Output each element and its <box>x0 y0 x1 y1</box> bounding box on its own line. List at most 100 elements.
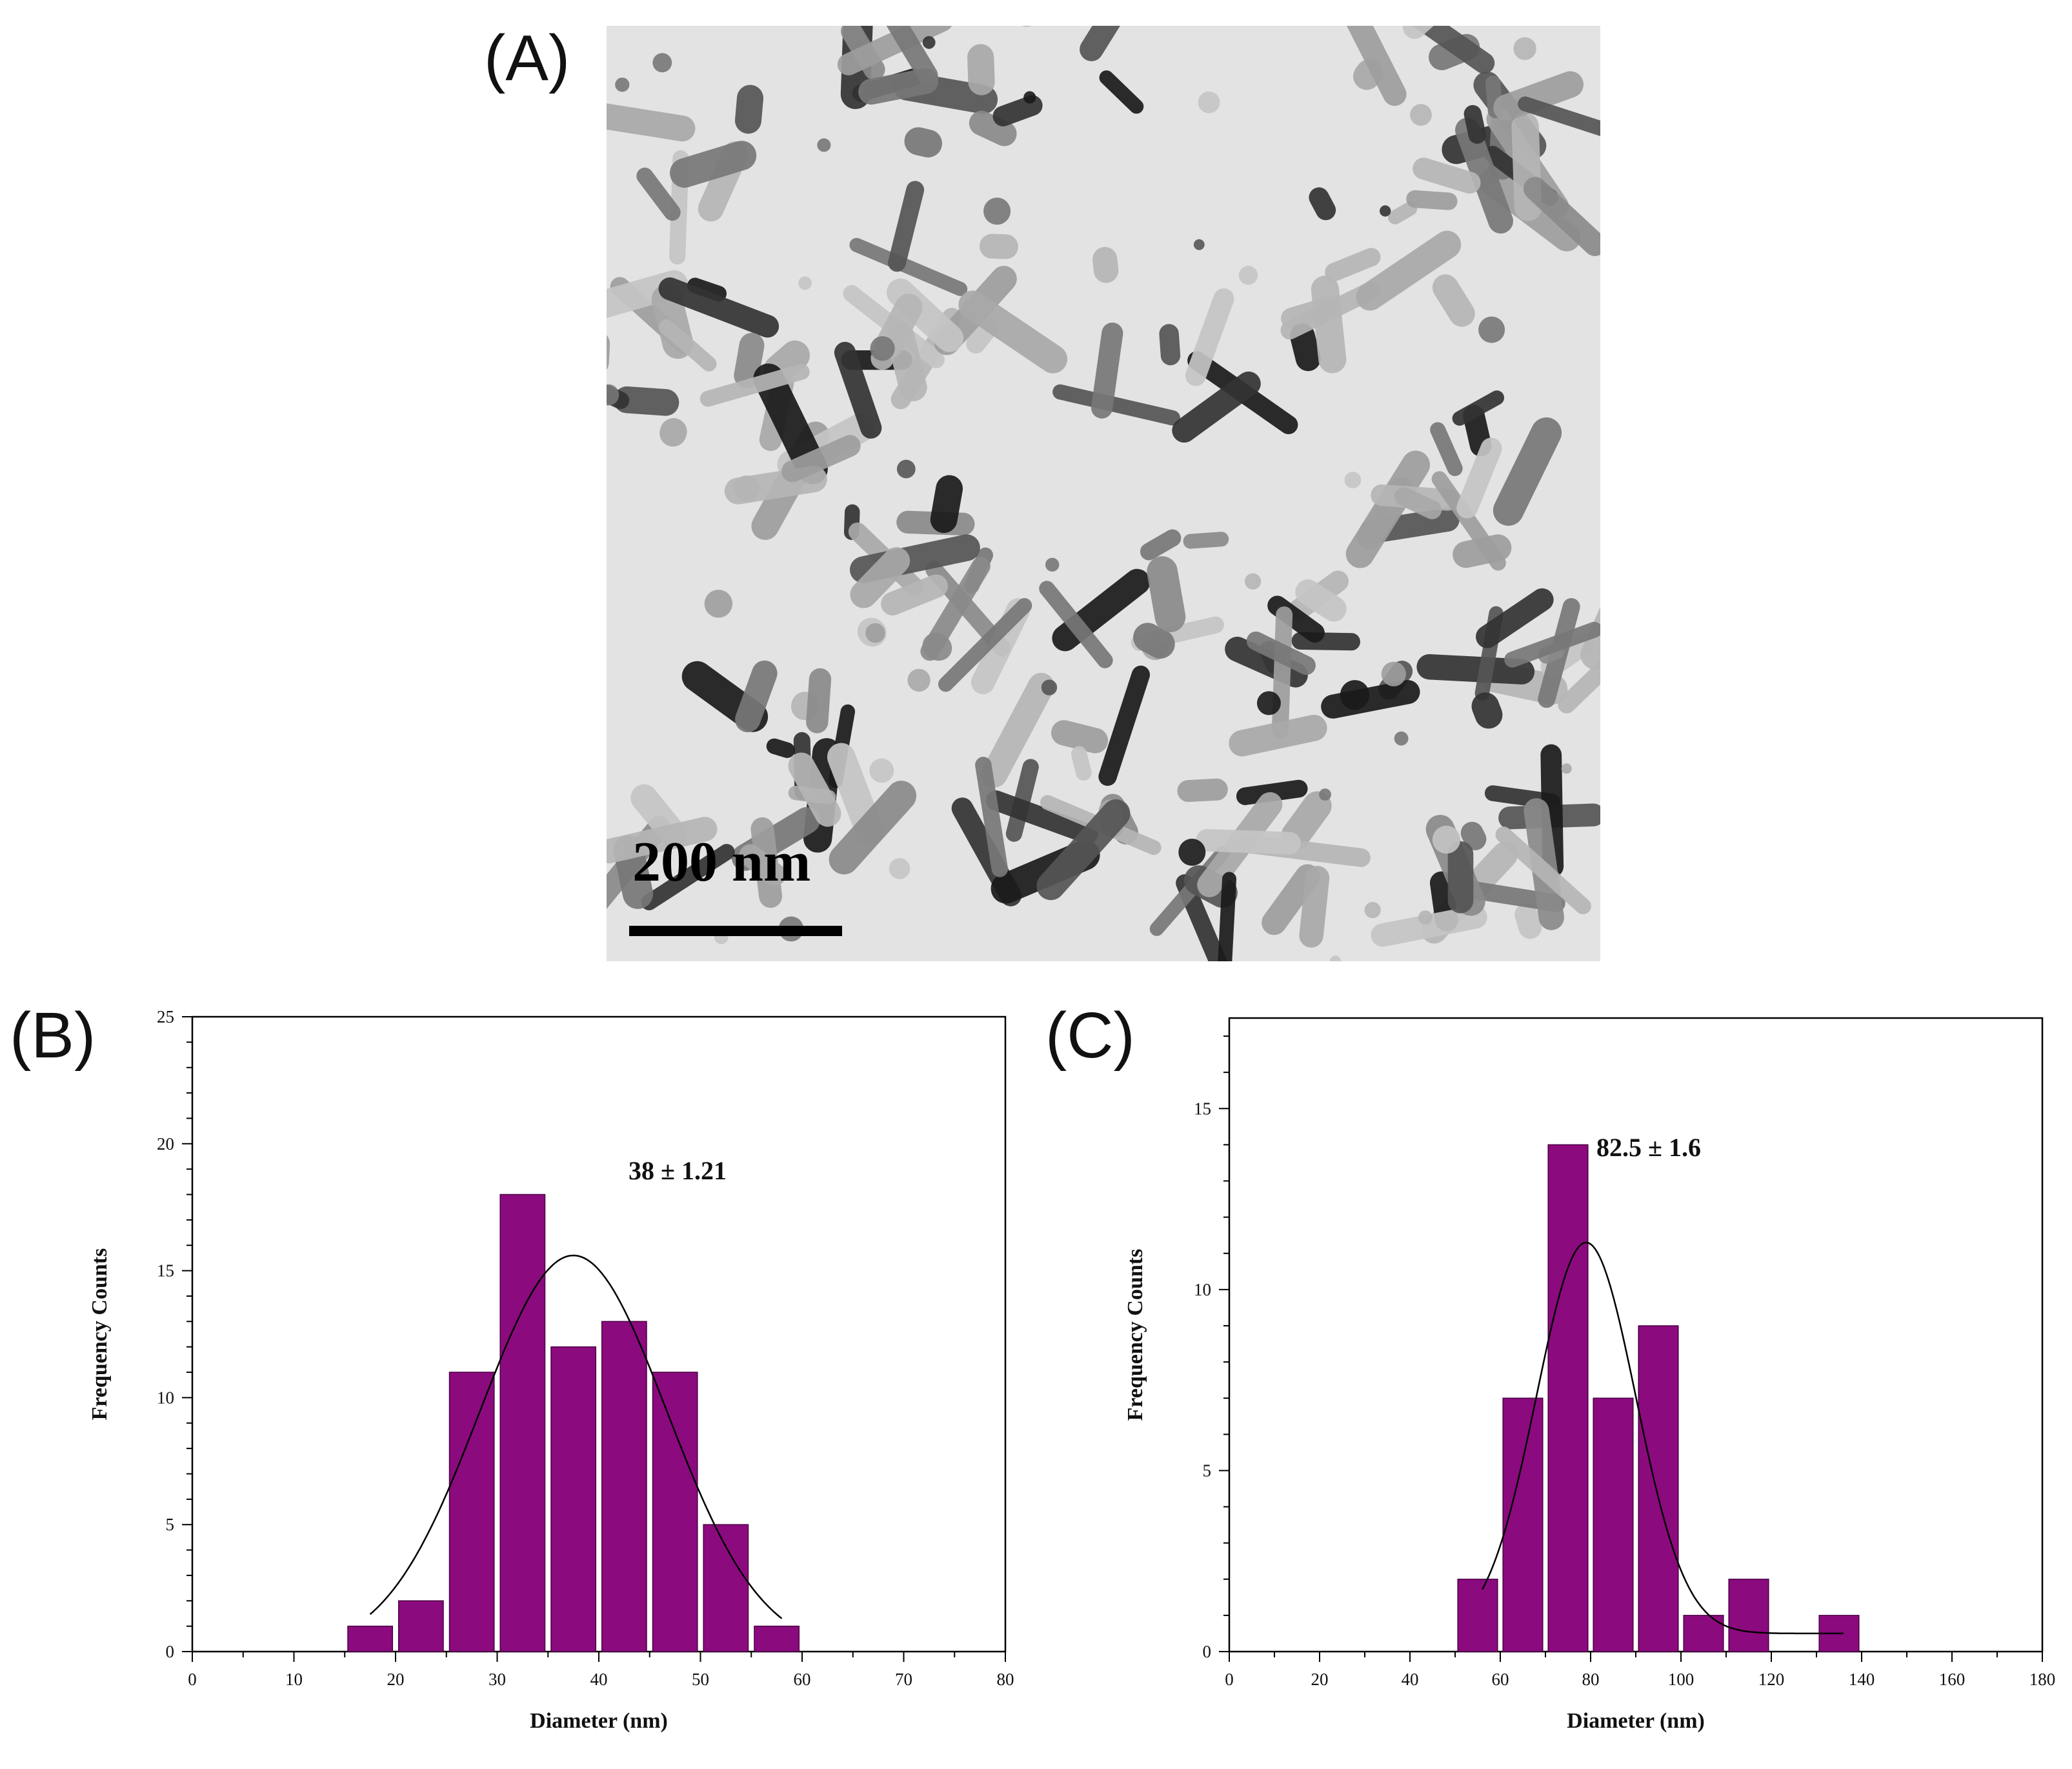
histogram-bar <box>1593 1397 1634 1652</box>
nanoparticle <box>817 138 831 152</box>
nanoparticle <box>869 758 894 783</box>
x-tick-label: 70 <box>895 1670 912 1689</box>
nanorod <box>1325 248 1381 282</box>
nanoparticle <box>983 197 1011 225</box>
nanorod <box>881 574 948 615</box>
nanorod <box>1196 829 1301 855</box>
nanorod <box>834 341 882 439</box>
nanoparticle <box>922 35 936 49</box>
nanorod <box>1387 201 1418 225</box>
histogram-bar <box>1457 1579 1498 1652</box>
nanorod <box>1052 384 1180 426</box>
nanorod <box>1185 288 1234 386</box>
nanoparticle <box>615 77 630 92</box>
nanorod <box>670 141 757 188</box>
nanoparticle <box>1045 557 1060 572</box>
x-tick-label: 0 <box>188 1670 197 1689</box>
nanorod <box>607 817 718 864</box>
histogram-bar <box>1638 1325 1679 1652</box>
nanorod <box>1430 422 1463 476</box>
nanoparticle <box>1381 661 1406 686</box>
nanorod <box>1177 778 1228 803</box>
histogram-bar <box>550 1346 597 1652</box>
nanorod <box>641 844 735 911</box>
nanorod <box>1309 187 1336 221</box>
nanorod <box>1295 579 1347 622</box>
nanoparticle <box>1193 239 1205 250</box>
nanorod <box>1183 532 1229 549</box>
nanorod <box>1172 371 1261 443</box>
nanorod <box>958 290 1068 374</box>
nanorod <box>734 85 764 134</box>
x-tick-label: 120 <box>1758 1670 1785 1689</box>
nanorod <box>1504 621 1600 668</box>
nanorod <box>1071 746 1092 781</box>
nanorod <box>850 547 910 608</box>
nanorod <box>658 277 780 338</box>
nanorod <box>699 364 810 407</box>
nanorod <box>1558 621 1600 714</box>
y-axis-title: Frequency Counts <box>88 1248 112 1421</box>
nanorod <box>849 237 968 296</box>
scale-bar: 200 nm <box>629 831 842 936</box>
nanoparticle <box>1410 104 1432 126</box>
nanorod <box>967 44 995 95</box>
panel-a-label: (A) <box>484 22 570 94</box>
nanorod <box>969 110 1017 146</box>
y-tick-label: 5 <box>1203 1461 1212 1480</box>
nanorod <box>1471 692 1503 729</box>
gaussian-fit-line <box>369 1254 783 1619</box>
nanorod <box>1098 665 1151 786</box>
nanoparticle <box>1380 205 1391 217</box>
nanoparticle <box>1023 91 1036 104</box>
y-axis-title: Frequency Counts <box>1123 1249 1147 1421</box>
nanorod <box>659 418 687 447</box>
x-tick-label: 0 <box>1225 1670 1234 1689</box>
plot-frame <box>1228 1017 2044 1653</box>
nanorod <box>636 167 681 221</box>
x-axis-title: Diameter (nm) <box>530 1709 668 1733</box>
x-tick-label: 10 <box>285 1670 303 1689</box>
nanorod <box>659 319 717 372</box>
gaussian-fit-line <box>1481 1241 1844 1635</box>
nanorod <box>1321 680 1420 719</box>
histogram-bar <box>448 1372 495 1652</box>
nanoparticle <box>607 384 619 406</box>
nanorod <box>613 386 679 416</box>
nanoparticle <box>1394 731 1409 746</box>
x-axis-title: Diameter (nm) <box>1567 1709 1705 1733</box>
nanorod <box>1246 631 1316 675</box>
y-tick-label: 0 <box>166 1642 175 1661</box>
plot-frame <box>191 1015 1007 1653</box>
nanoparticle <box>1418 910 1433 924</box>
x-tick-label: 50 <box>692 1670 709 1689</box>
nanorods <box>607 26 1600 961</box>
y-tick-label: 10 <box>157 1388 174 1407</box>
nanorod <box>1432 274 1475 327</box>
nanorod <box>904 127 942 158</box>
y-tick-label: 15 <box>157 1261 174 1281</box>
x-tick-label: 30 <box>488 1670 506 1689</box>
y-tick-label: 20 <box>157 1134 174 1154</box>
nanorod <box>1217 872 1237 961</box>
nanorod <box>829 781 917 875</box>
nanorod <box>886 322 927 401</box>
histogram-bar <box>397 1600 444 1652</box>
x-tick-label: 160 <box>1939 1670 1966 1689</box>
y-tick-label: 5 <box>166 1515 175 1534</box>
nanorod <box>985 790 1098 845</box>
x-tick-label: 40 <box>590 1670 608 1689</box>
y-tick-label: 10 <box>1194 1280 1211 1299</box>
nanorod <box>1147 556 1186 632</box>
nanorod <box>1493 71 1584 121</box>
nanorod <box>1394 487 1442 519</box>
nanoparticle <box>1178 839 1206 866</box>
nanorod <box>1311 275 1347 374</box>
y-tick-label: 25 <box>157 1007 174 1026</box>
x-tick-label: 80 <box>997 1670 1014 1689</box>
x-tick-label: 60 <box>794 1670 811 1689</box>
nanorod <box>1080 26 1161 61</box>
nanoparticle <box>1041 679 1058 695</box>
nanorod <box>1133 623 1175 659</box>
histogram-bar <box>601 1321 647 1652</box>
